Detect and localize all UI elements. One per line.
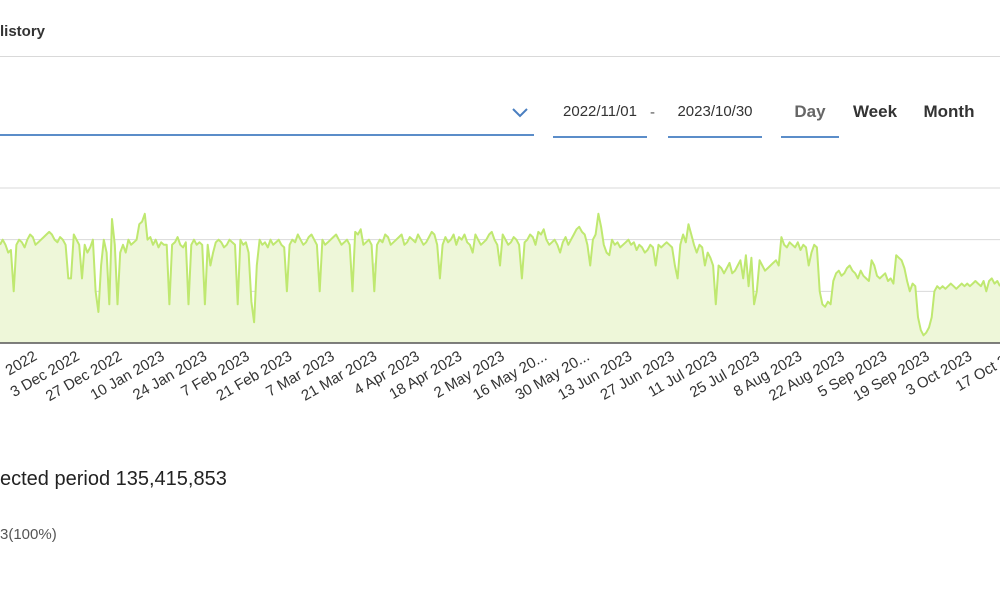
total-downloads-text: ected period 135,415,853 (0, 468, 227, 490)
share-text: 3(100%) (0, 526, 57, 543)
end-date-input[interactable]: 2023/10/30 (668, 100, 762, 138)
chevron-down-icon[interactable] (510, 102, 530, 122)
app-select-field[interactable] (0, 134, 534, 136)
day-button[interactable]: Day (781, 100, 839, 138)
start-date-input[interactable]: 2022/11/01 (553, 100, 647, 138)
week-button[interactable]: Week (852, 102, 898, 121)
date-separator: - (650, 104, 655, 121)
series-line (0, 212, 1000, 337)
title-divider (0, 56, 1000, 57)
series-area (0, 213, 1000, 343)
month-button[interactable]: Month (923, 102, 975, 121)
panel-title: listory (0, 23, 46, 40)
